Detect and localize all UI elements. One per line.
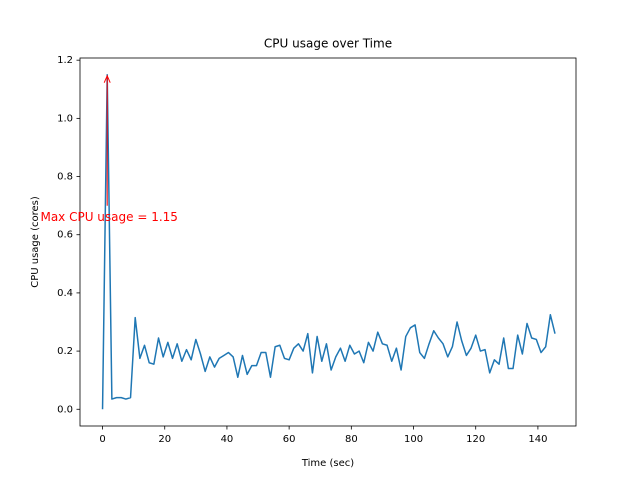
x-tick-label: 80 [345, 434, 358, 445]
x-tick-label: 100 [404, 434, 423, 445]
y-tick-label: 0.4 [57, 288, 73, 299]
x-tick-label: 20 [158, 434, 171, 445]
chart-title: CPU usage over Time [264, 37, 392, 51]
data-line [101, 73, 556, 410]
x-tick-label: 0 [99, 434, 105, 445]
x-axis-label: Time (sec) [301, 458, 354, 469]
x-tick-label: 140 [528, 434, 547, 445]
plot-frame [79, 57, 577, 427]
y-axis-label: CPU usage (cores) [30, 196, 41, 288]
annotation-text: Max CPU usage = 1.15 [40, 210, 177, 224]
x-tick-label: 60 [283, 434, 296, 445]
annotation-arrowhead [103, 74, 111, 83]
y-tick-label: 0.6 [57, 230, 73, 241]
y-tick-label: 1.2 [57, 55, 73, 66]
x-tick-label: 40 [221, 434, 234, 445]
y-tick-label: 1.0 [57, 113, 73, 124]
y-tick-label: 0.8 [57, 172, 73, 183]
x-tick-label: 120 [466, 434, 485, 445]
y-tick-label: 0.0 [57, 404, 73, 415]
y-tick-label: 0.2 [57, 346, 73, 357]
